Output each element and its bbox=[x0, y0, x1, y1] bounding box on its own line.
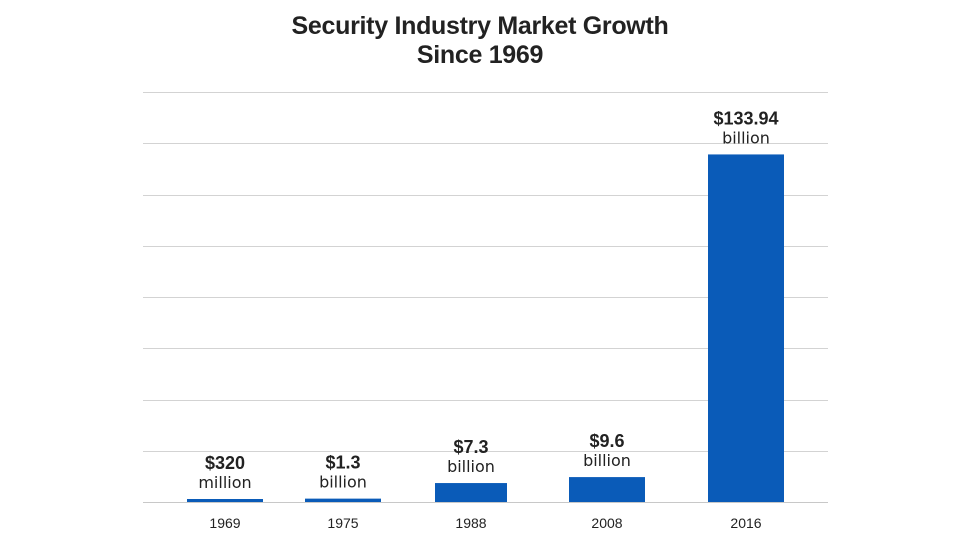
bars bbox=[187, 154, 784, 502]
data-label-amount-2008: $9.6 bbox=[589, 431, 624, 451]
x-tick-label-1969: 1969 bbox=[209, 515, 240, 531]
data-label-unit-1988: billion bbox=[447, 457, 495, 476]
data-label-amount-1969: $320 bbox=[205, 453, 245, 473]
x-tick-label-1975: 1975 bbox=[327, 515, 358, 531]
bar-1975 bbox=[305, 498, 381, 502]
data-label-unit-1975: billion bbox=[319, 473, 367, 492]
x-tick-label-2016: 2016 bbox=[730, 515, 761, 531]
x-tick-label-1988: 1988 bbox=[455, 515, 486, 531]
chart-title-line-1: Security Industry Market Growth bbox=[291, 12, 669, 40]
x-axis-tick-labels: 1969 1975 1988 2008 2016 bbox=[209, 515, 761, 531]
chart-title-line-2: Since 1969 bbox=[416, 41, 544, 69]
chart-title: Security Industry Market Growth Since 19… bbox=[0, 12, 960, 70]
data-label-unit-2016: billion bbox=[722, 128, 770, 147]
data-label-amount-2016: $133.94 bbox=[713, 108, 778, 128]
bar-1988 bbox=[435, 483, 507, 502]
x-tick-label-2008: 2008 bbox=[591, 515, 622, 531]
bar-2016 bbox=[708, 154, 784, 502]
data-labels: $320million$1.3billion$7.3billion$9.6bil… bbox=[198, 108, 778, 492]
data-label-unit-1969: million bbox=[198, 473, 251, 492]
bar-1969 bbox=[187, 499, 263, 502]
data-label-amount-1988: $7.3 bbox=[453, 437, 488, 457]
bar-2008 bbox=[569, 477, 645, 502]
data-label-unit-2008: billion bbox=[583, 451, 631, 470]
data-label-amount-1975: $1.3 bbox=[325, 453, 360, 473]
